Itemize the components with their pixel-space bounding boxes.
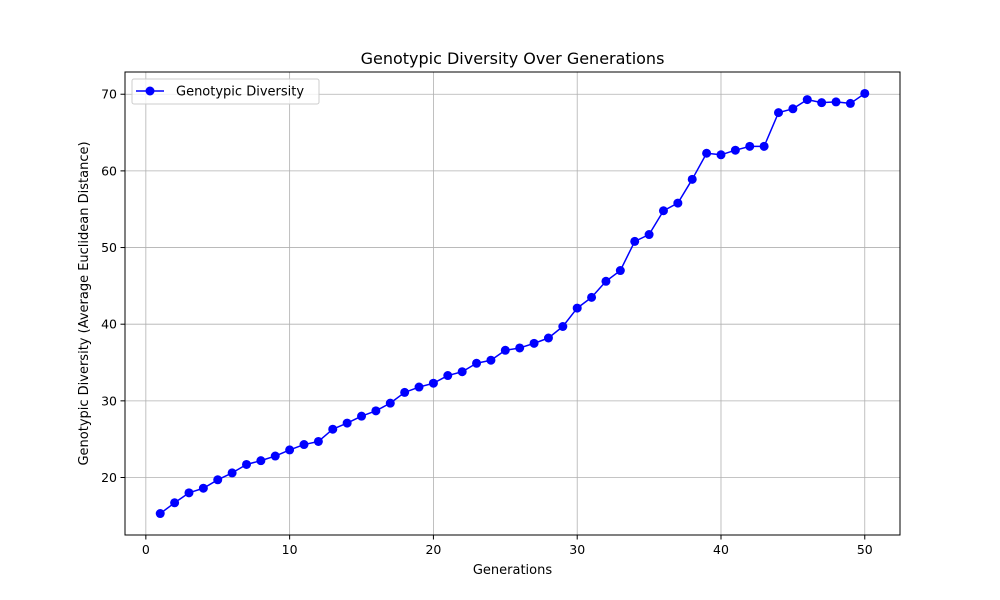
data-point	[529, 338, 539, 348]
data-point	[400, 387, 410, 397]
y-tick-label: 70	[101, 87, 117, 102]
data-point	[198, 483, 208, 493]
data-point	[457, 367, 467, 377]
data-point	[486, 355, 496, 365]
grid-lines	[125, 72, 900, 535]
x-tick-label: 0	[142, 542, 150, 557]
data-point	[299, 440, 309, 450]
data-point	[500, 345, 510, 355]
data-point	[313, 436, 323, 446]
data-point	[472, 358, 482, 368]
data-point	[328, 424, 338, 434]
y-tick-label: 40	[101, 317, 117, 332]
x-tick-label: 20	[425, 542, 441, 557]
x-axis-label: Generations	[473, 563, 553, 578]
data-point	[357, 411, 367, 421]
y-tick-label: 50	[101, 240, 117, 255]
data-point	[630, 236, 640, 246]
data-point	[587, 292, 597, 302]
data-point	[759, 141, 769, 151]
series-group	[155, 88, 870, 519]
data-point	[702, 148, 712, 158]
data-point	[774, 108, 783, 118]
data-point	[342, 418, 352, 428]
x-tick-label: 10	[282, 542, 298, 557]
data-point	[845, 98, 855, 108]
data-point	[443, 371, 453, 381]
data-point	[428, 378, 438, 388]
chart-title: Genotypic Diversity Over Generations	[361, 49, 665, 68]
data-point	[687, 174, 697, 184]
data-point	[658, 206, 668, 216]
data-point	[730, 145, 740, 155]
data-point	[673, 198, 683, 208]
data-point	[615, 266, 625, 276]
data-point	[788, 104, 798, 114]
data-point	[184, 488, 194, 498]
data-point	[285, 445, 295, 455]
x-tick-label: 50	[857, 542, 873, 557]
data-point	[644, 230, 654, 240]
y-axis-label: Genotypic Diversity (Average Euclidean D…	[77, 141, 92, 465]
data-point	[543, 333, 553, 343]
data-point	[371, 406, 381, 416]
data-point	[860, 88, 870, 98]
legend-label: Genotypic Diversity	[176, 85, 304, 100]
plot-area-frame	[124, 71, 901, 536]
data-point	[831, 97, 841, 107]
data-point	[155, 509, 165, 519]
data-point	[414, 382, 424, 392]
data-point	[802, 95, 812, 105]
data-point	[242, 459, 251, 469]
data-point	[601, 276, 611, 286]
data-point	[256, 456, 266, 466]
data-point	[572, 303, 582, 313]
legend: Genotypic Diversity	[131, 78, 320, 105]
data-point	[170, 498, 180, 508]
axis-ticks: 0 10 20 30 40 50 20 30 40 50 60 70	[101, 87, 873, 557]
data-point	[385, 398, 395, 408]
legend-marker-swatch	[145, 86, 155, 96]
x-tick-label: 30	[569, 542, 585, 557]
data-point	[270, 451, 280, 461]
data-point	[213, 475, 223, 485]
data-point	[227, 468, 237, 478]
y-tick-label: 20	[101, 470, 117, 485]
data-point	[558, 322, 568, 331]
x-tick-label: 40	[713, 542, 729, 557]
data-point	[817, 98, 827, 108]
data-point	[745, 141, 755, 151]
legend-box	[131, 78, 320, 105]
data-point	[515, 343, 525, 353]
data-point	[716, 150, 726, 160]
y-tick-label: 60	[101, 163, 117, 178]
series-line	[159, 92, 866, 515]
y-tick-label: 30	[101, 393, 117, 408]
